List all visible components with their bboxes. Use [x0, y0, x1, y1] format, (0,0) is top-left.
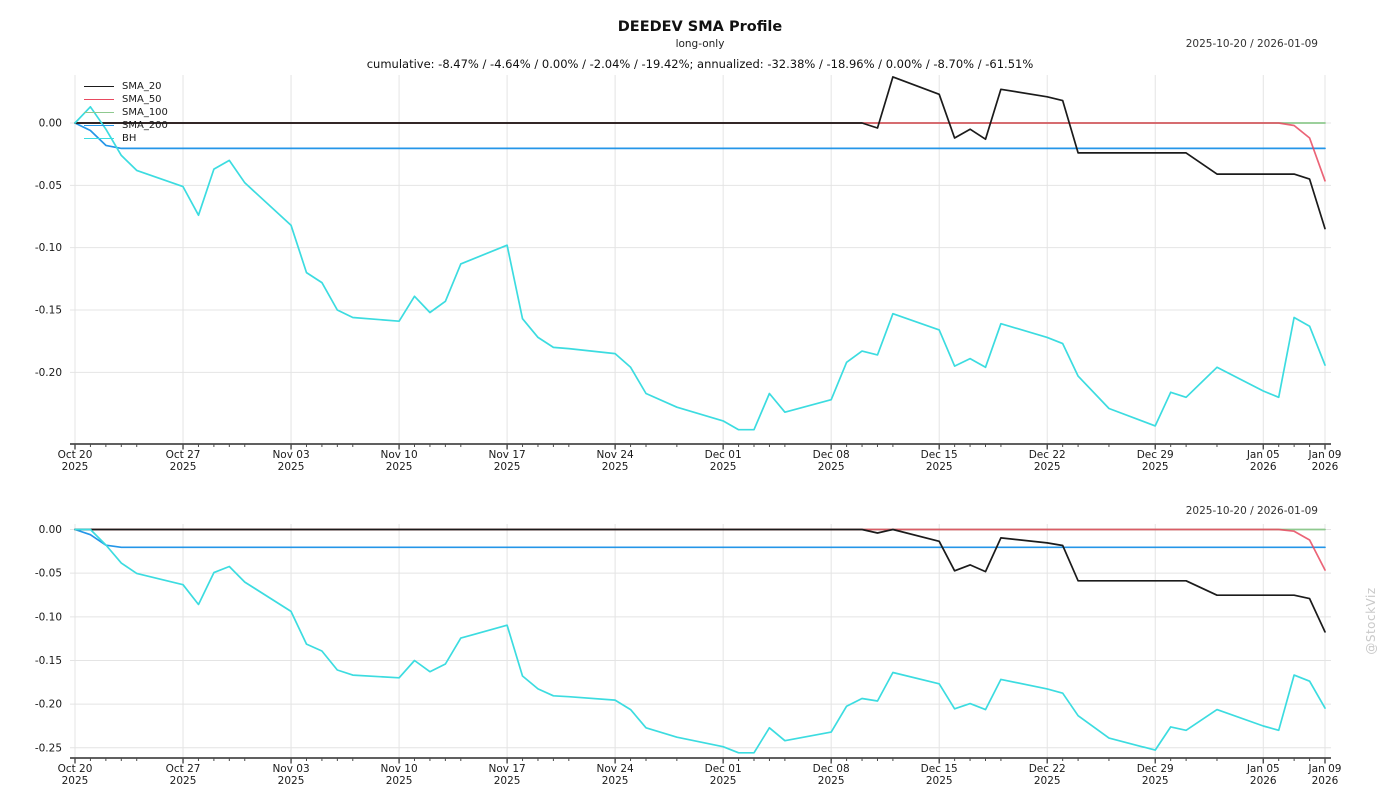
x-tick-label-year: 2025: [926, 775, 953, 787]
watermark: @StockViz: [1364, 587, 1378, 655]
x-tick-label: Dec 29: [1137, 763, 1174, 775]
sma-200-line-panel-2: [74, 528, 1326, 549]
x-tick-label-year: 2025: [278, 461, 305, 473]
x-tick-label: Oct 27: [166, 763, 201, 775]
legend-line-swatch: [84, 125, 114, 126]
bh-line-panel-1: [74, 105, 1326, 431]
legend-label: SMA_20: [122, 81, 162, 92]
legend-label: SMA_100: [122, 107, 168, 118]
x-tick-label: Nov 24: [597, 449, 635, 461]
x-tick-label-year: 2025: [710, 775, 737, 787]
x-tick-label-year: 2025: [494, 461, 521, 473]
sma-20-line-panel-1: [74, 76, 1326, 230]
x-tick-label-year: 2026: [1312, 461, 1339, 473]
y-tick-label: -0.10: [35, 611, 62, 623]
x-tick-label: Dec 29: [1137, 449, 1174, 461]
x-tick-label: Nov 03: [272, 449, 309, 461]
y-tick-label: -0.15: [35, 655, 62, 667]
performance-stats-line: cumulative: -8.47% / -4.64% / 0.00% / -2…: [366, 57, 1034, 71]
y-tick-label: -0.10: [35, 242, 62, 254]
x-tick-label: Dec 01: [705, 449, 742, 461]
x-tick-label: Nov 10: [380, 763, 417, 775]
x-tick-label-year: 2025: [602, 775, 629, 787]
x-tick-label: Oct 27: [166, 449, 201, 461]
y-tick-label: -0.20: [35, 367, 62, 379]
x-tick-label: Dec 22: [1029, 763, 1066, 775]
x-tick-label-year: 2025: [818, 775, 845, 787]
legend: SMA_20 SMA_50 SMA_100 SMA_200 BH: [84, 80, 168, 145]
legend-item-sma_200: SMA_200: [84, 119, 168, 132]
date-range-label-top: 2025-10-20 / 2026-01-09: [1185, 38, 1318, 50]
y-tick-label: -0.15: [35, 304, 62, 316]
x-tick-label: Dec 15: [921, 449, 958, 461]
y-tick-label: -0.05: [35, 568, 62, 580]
legend-line-swatch: [84, 99, 114, 100]
x-tick-label-year: 2026: [1250, 775, 1277, 787]
x-tick-label-year: 2025: [1034, 461, 1061, 473]
y-tick-label: -0.20: [35, 699, 62, 711]
legend-line-swatch: [84, 86, 114, 87]
x-tick-label: Dec 15: [921, 763, 958, 775]
x-tick-label: Oct 20: [58, 763, 93, 775]
x-tick-label-year: 2025: [170, 461, 197, 473]
x-tick-label-year: 2025: [386, 461, 413, 473]
x-tick-label-year: 2025: [278, 775, 305, 787]
x-tick-label-year: 2026: [1312, 775, 1339, 787]
y-tick-label: -0.05: [35, 180, 62, 192]
x-tick-label: Dec 01: [705, 763, 742, 775]
x-tick-label: Jan 09: [1308, 449, 1342, 461]
legend-label: SMA_200: [122, 120, 168, 131]
x-tick-label-year: 2025: [62, 461, 89, 473]
legend-line-swatch: [84, 112, 114, 113]
x-tick-label-year: 2025: [1034, 775, 1061, 787]
legend-label: BH: [122, 133, 137, 144]
legend-item-bh: BH: [84, 132, 168, 145]
x-tick-label: Nov 17: [488, 763, 525, 775]
x-tick-label-year: 2025: [602, 461, 629, 473]
x-tick-label-year: 2025: [818, 461, 845, 473]
x-tick-label: Jan 05: [1246, 763, 1280, 775]
x-tick-label: Oct 20: [58, 449, 93, 461]
x-tick-label: Nov 17: [488, 449, 525, 461]
x-tick-label: Dec 22: [1029, 449, 1066, 461]
legend-line-swatch: [84, 138, 114, 139]
x-tick-label-year: 2025: [1142, 775, 1169, 787]
x-tick-label: Jan 09: [1308, 763, 1342, 775]
y-tick-label: -0.25: [35, 742, 62, 754]
legend-item-sma_50: SMA_50: [84, 93, 168, 106]
x-tick-label-year: 2025: [926, 461, 953, 473]
x-tick-label: Dec 08: [813, 449, 850, 461]
x-tick-label-year: 2025: [386, 775, 413, 787]
x-tick-label-year: 2025: [494, 775, 521, 787]
x-tick-label-year: 2025: [62, 775, 89, 787]
sma-20-line-panel-2: [74, 528, 1326, 633]
sma-50-line-panel-2: [74, 528, 1326, 571]
x-tick-label: Dec 08: [813, 763, 850, 775]
x-tick-label: Nov 10: [380, 449, 417, 461]
y-tick-label: 0.00: [39, 524, 62, 536]
bh-line-panel-2: [74, 528, 1326, 754]
x-tick-label-year: 2025: [170, 775, 197, 787]
legend-label: SMA_50: [122, 94, 162, 105]
date-range-label-bottom: 2025-10-20 / 2026-01-09: [1185, 505, 1318, 517]
sma-200-line-panel-1: [74, 122, 1326, 150]
x-tick-label-year: 2025: [1142, 461, 1169, 473]
x-tick-label-year: 2025: [710, 461, 737, 473]
legend-item-sma_100: SMA_100: [84, 106, 168, 119]
sma-50-line-panel-1: [74, 122, 1326, 182]
page-title: DEEDEV SMA Profile: [617, 19, 783, 35]
legend-item-sma_20: SMA_20: [84, 80, 168, 93]
x-tick-label-year: 2026: [1250, 461, 1277, 473]
y-tick-label: 0.00: [39, 117, 62, 129]
x-tick-label: Jan 05: [1246, 449, 1280, 461]
x-tick-label: Nov 03: [272, 763, 309, 775]
chart-subtitle: long-only: [675, 38, 725, 50]
x-tick-label: Nov 24: [597, 763, 635, 775]
